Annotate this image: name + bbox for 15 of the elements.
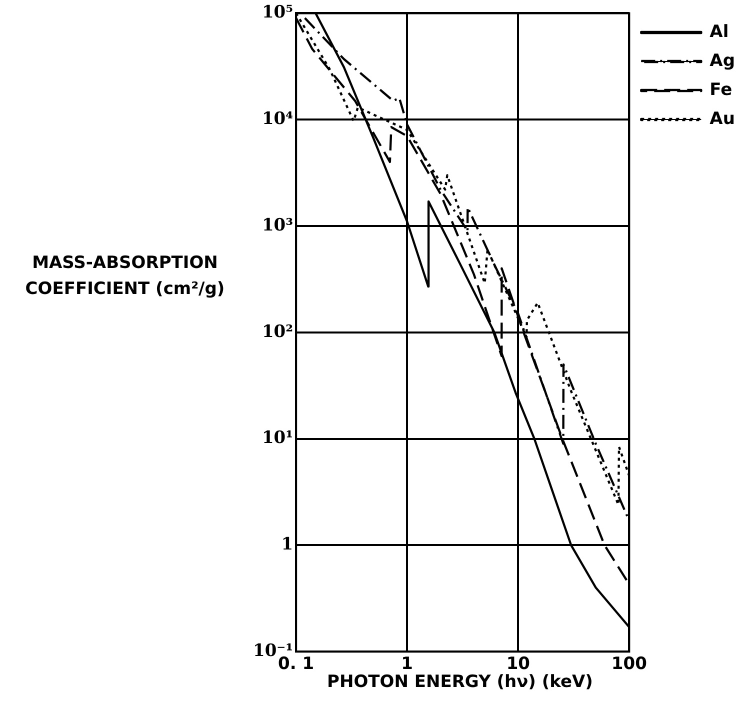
y-tick-label: 10² — [262, 322, 294, 342]
y-tick-label: 10⁵ — [262, 2, 294, 23]
y-tick-label: 1 — [281, 534, 294, 555]
legend-label: Fe — [710, 80, 732, 100]
x-tick-label: 100 — [611, 654, 648, 674]
y-tick-label: 10³ — [262, 215, 294, 236]
legend-label: Ag — [710, 50, 735, 71]
y-tick-label: 10¹ — [262, 428, 294, 448]
y-axis-title: MASS-ABSORPTION COEFFICIENT (cm²/g) — [24, 252, 226, 301]
x-tick-label: 1 — [401, 654, 414, 674]
legend-label: Al — [710, 22, 729, 42]
legend-label: Au — [710, 108, 735, 129]
x-tick-label: 10 — [506, 654, 530, 674]
x-axis-title: PHOTON ENERGY (hν) (keV) — [327, 672, 593, 692]
y-tick-label: 10⁴ — [262, 109, 294, 130]
